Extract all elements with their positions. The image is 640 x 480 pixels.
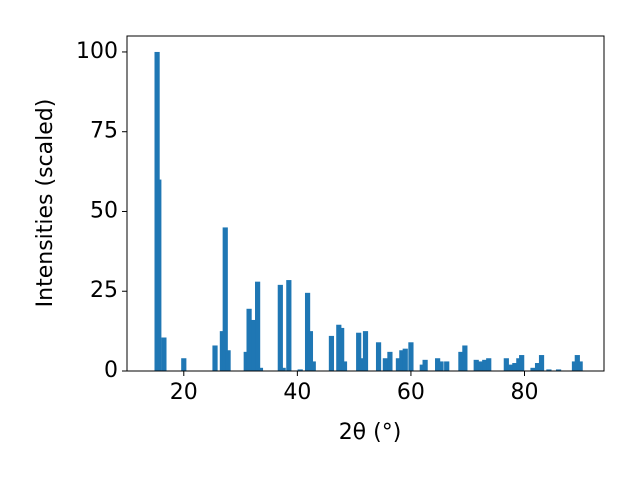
bar bbox=[555, 369, 562, 371]
bar bbox=[310, 361, 316, 371]
y-tick-label: 25 bbox=[90, 278, 118, 303]
bar bbox=[577, 361, 583, 371]
bar bbox=[304, 292, 311, 371]
bar bbox=[408, 342, 414, 371]
bars bbox=[154, 51, 583, 371]
bar bbox=[307, 331, 314, 371]
bar bbox=[358, 358, 365, 371]
bar bbox=[482, 359, 488, 371]
y-tick-label: 100 bbox=[76, 39, 118, 64]
bar bbox=[375, 342, 382, 371]
bar bbox=[399, 350, 405, 371]
bar bbox=[530, 367, 536, 371]
x-tick-label: 60 bbox=[397, 380, 425, 405]
bar bbox=[277, 284, 283, 371]
bar bbox=[356, 332, 362, 371]
y-tick-label: 75 bbox=[90, 119, 118, 144]
x-tick-label: 20 bbox=[170, 380, 198, 405]
bar bbox=[538, 355, 545, 371]
bar bbox=[387, 351, 393, 371]
bar bbox=[516, 358, 522, 371]
bar bbox=[297, 369, 303, 371]
x-tick-label: 80 bbox=[511, 380, 539, 405]
bar bbox=[512, 363, 518, 371]
bar bbox=[156, 179, 162, 371]
bar bbox=[255, 281, 261, 371]
bar bbox=[438, 361, 444, 371]
bar bbox=[251, 319, 257, 371]
bar bbox=[395, 358, 402, 371]
y-tick-label: 50 bbox=[90, 198, 118, 223]
x-axis-label: 2θ (°) bbox=[339, 420, 402, 445]
bar bbox=[212, 345, 218, 371]
bar bbox=[402, 348, 408, 371]
bar bbox=[519, 355, 525, 371]
bar bbox=[362, 331, 369, 371]
bar bbox=[435, 358, 441, 371]
bar bbox=[286, 280, 292, 371]
bar bbox=[181, 358, 187, 371]
bar bbox=[571, 361, 578, 371]
bar bbox=[473, 359, 479, 371]
bar bbox=[382, 358, 388, 371]
bar bbox=[257, 367, 264, 371]
bar bbox=[462, 345, 468, 371]
bar bbox=[486, 358, 492, 371]
bar bbox=[419, 364, 425, 371]
x-tick-label: 40 bbox=[283, 380, 311, 405]
bar bbox=[280, 367, 286, 371]
bar bbox=[534, 363, 541, 371]
bar bbox=[161, 337, 167, 371]
bar bbox=[328, 335, 335, 371]
bar bbox=[246, 308, 252, 371]
bar bbox=[341, 361, 348, 371]
bar bbox=[222, 227, 228, 371]
bar bbox=[478, 361, 484, 371]
bar bbox=[243, 351, 249, 371]
bar bbox=[458, 351, 464, 371]
bar bbox=[225, 350, 231, 371]
y-axis-label: Intensities (scaled) bbox=[33, 99, 58, 308]
bar bbox=[336, 324, 342, 371]
bar bbox=[219, 331, 225, 371]
bar bbox=[546, 369, 552, 371]
bar bbox=[574, 355, 580, 371]
bar bbox=[503, 358, 509, 371]
y-tick-label: 0 bbox=[104, 358, 118, 383]
bar bbox=[339, 327, 345, 371]
plot-frame bbox=[126, 35, 605, 372]
bar bbox=[507, 364, 513, 371]
bar bbox=[422, 359, 428, 371]
bar bbox=[444, 361, 450, 371]
